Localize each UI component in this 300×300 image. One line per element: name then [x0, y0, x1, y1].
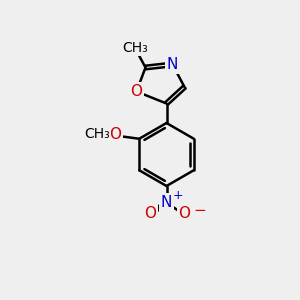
Text: O: O	[130, 84, 142, 99]
Text: O: O	[144, 206, 156, 221]
Text: N: N	[167, 57, 178, 72]
Text: O: O	[109, 127, 121, 142]
Text: O: O	[178, 206, 190, 221]
Text: N: N	[161, 195, 172, 210]
Text: +: +	[173, 189, 184, 203]
Text: −: −	[194, 203, 206, 218]
Text: CH₃: CH₃	[122, 41, 148, 55]
Text: CH₃: CH₃	[84, 127, 110, 141]
